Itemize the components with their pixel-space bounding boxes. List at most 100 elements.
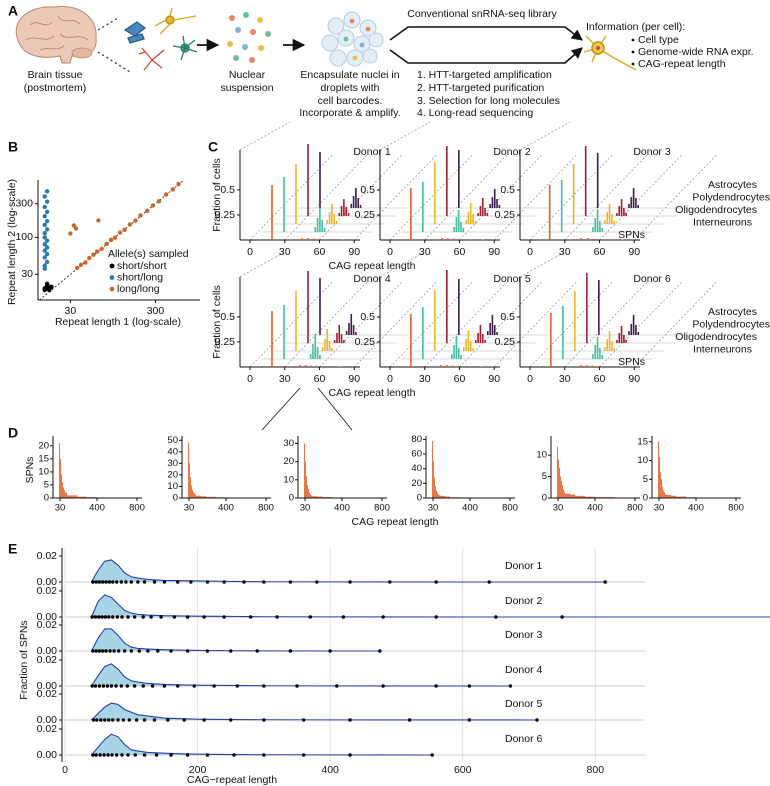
rug-point — [166, 718, 170, 722]
bar — [432, 440, 433, 498]
rug-point — [295, 684, 299, 688]
x-tick-label: 800 — [129, 503, 145, 514]
rug-point — [315, 580, 319, 584]
rug-point — [120, 753, 124, 757]
rug-point — [132, 684, 137, 688]
legend-label: Interneurons — [693, 343, 752, 355]
diagram-text: droplets with — [321, 82, 380, 94]
diagram-text: (postmortem) — [24, 82, 86, 94]
rug-point — [103, 615, 108, 619]
x-tick-label: 90 — [628, 246, 640, 258]
y-tick-label: 5 — [44, 479, 49, 490]
bar — [559, 468, 560, 498]
x-axis-label: CAG repeat length — [352, 516, 439, 528]
rug-point — [205, 580, 210, 584]
y-tick-label: 0.00 — [37, 680, 58, 692]
y-tick-label: 0 — [643, 493, 648, 504]
rug-point — [116, 649, 121, 653]
x-tick-label: 90 — [488, 246, 500, 258]
rug-point — [152, 718, 157, 722]
rug-point — [335, 684, 339, 688]
rug-point — [94, 580, 98, 584]
guide — [459, 155, 542, 241]
y-tick-label: 0.00 — [37, 645, 58, 657]
bar — [188, 442, 189, 498]
point — [42, 235, 47, 240]
rug-point — [142, 580, 147, 584]
guide — [493, 282, 577, 368]
x-tick-label: 800 — [374, 503, 390, 514]
rug-point — [101, 684, 106, 688]
bar — [671, 495, 676, 498]
y-tick-label: 0.02 — [37, 654, 58, 666]
panel-label: E — [8, 541, 17, 557]
legend-label: Astrocytes — [708, 306, 757, 318]
guide — [424, 282, 507, 368]
rug-point — [133, 753, 137, 757]
rug-point — [134, 718, 139, 722]
rug-point — [119, 684, 124, 688]
point — [145, 208, 150, 214]
point — [156, 199, 162, 204]
bar — [77, 496, 87, 498]
y-tick-label: 10 — [637, 455, 648, 466]
rug-point — [94, 753, 98, 757]
rug-point — [202, 718, 206, 722]
legend-label: long/long — [117, 283, 160, 295]
guide — [319, 282, 402, 368]
bar — [565, 493, 570, 498]
legend-label: Oligodendrocytes — [675, 204, 757, 216]
legend-label: Polydendrocytes — [692, 318, 770, 330]
rug-point — [146, 649, 150, 653]
legend-label: Oligodendrocytes — [675, 331, 757, 343]
rug-point — [91, 649, 95, 653]
rug-point — [494, 615, 498, 619]
rug-point — [242, 580, 246, 584]
x-tick-label: 30 — [559, 373, 571, 385]
y-tick-label: 0.00 — [37, 714, 58, 726]
rug-point — [90, 615, 94, 619]
rug-point — [301, 718, 306, 722]
x-tick-label: 600 — [454, 764, 472, 776]
rug-point — [185, 615, 190, 619]
point — [127, 222, 133, 227]
point — [42, 204, 47, 210]
bar — [676, 496, 686, 498]
bullets — [631, 38, 635, 66]
y-tick-label: 0.5 — [360, 311, 375, 323]
x-tick-label: 30 — [428, 503, 439, 514]
rug-point — [97, 580, 102, 584]
x-tick-label: 90 — [488, 373, 500, 385]
bar — [72, 495, 77, 498]
x-tick-label: 400 — [462, 503, 478, 514]
x-tick-label: 800 — [587, 764, 605, 776]
rug-point — [301, 753, 306, 757]
donor-label: Donor 6 — [505, 733, 543, 745]
rug-point — [98, 753, 102, 757]
y-tick-label: 0.5 — [360, 184, 375, 196]
rug-point — [105, 684, 110, 688]
rug-point — [91, 580, 95, 584]
point — [44, 281, 50, 287]
rug-point — [122, 649, 127, 653]
diagram-text: Cell type — [638, 34, 679, 46]
guide — [599, 282, 682, 368]
guide — [459, 282, 542, 368]
bar — [562, 485, 563, 498]
rug-point — [132, 615, 137, 619]
rug-point — [508, 684, 513, 688]
bar — [662, 486, 663, 498]
point — [122, 227, 127, 233]
panel-label: A — [8, 3, 18, 19]
rug-point — [202, 615, 206, 619]
rug-point — [152, 580, 157, 584]
x-tick-label: 800 — [728, 503, 744, 514]
legend-swatch — [109, 286, 115, 292]
bar — [62, 482, 63, 498]
y-tick-label: 0.02 — [37, 585, 58, 597]
donor-label: Donor 5 — [505, 698, 543, 710]
rug-point — [124, 580, 128, 584]
guide — [319, 155, 402, 241]
rug-point — [104, 580, 108, 584]
